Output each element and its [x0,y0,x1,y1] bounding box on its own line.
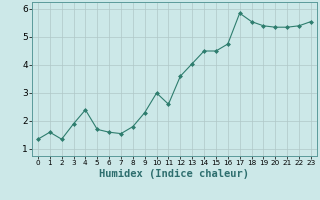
X-axis label: Humidex (Indice chaleur): Humidex (Indice chaleur) [100,169,249,179]
